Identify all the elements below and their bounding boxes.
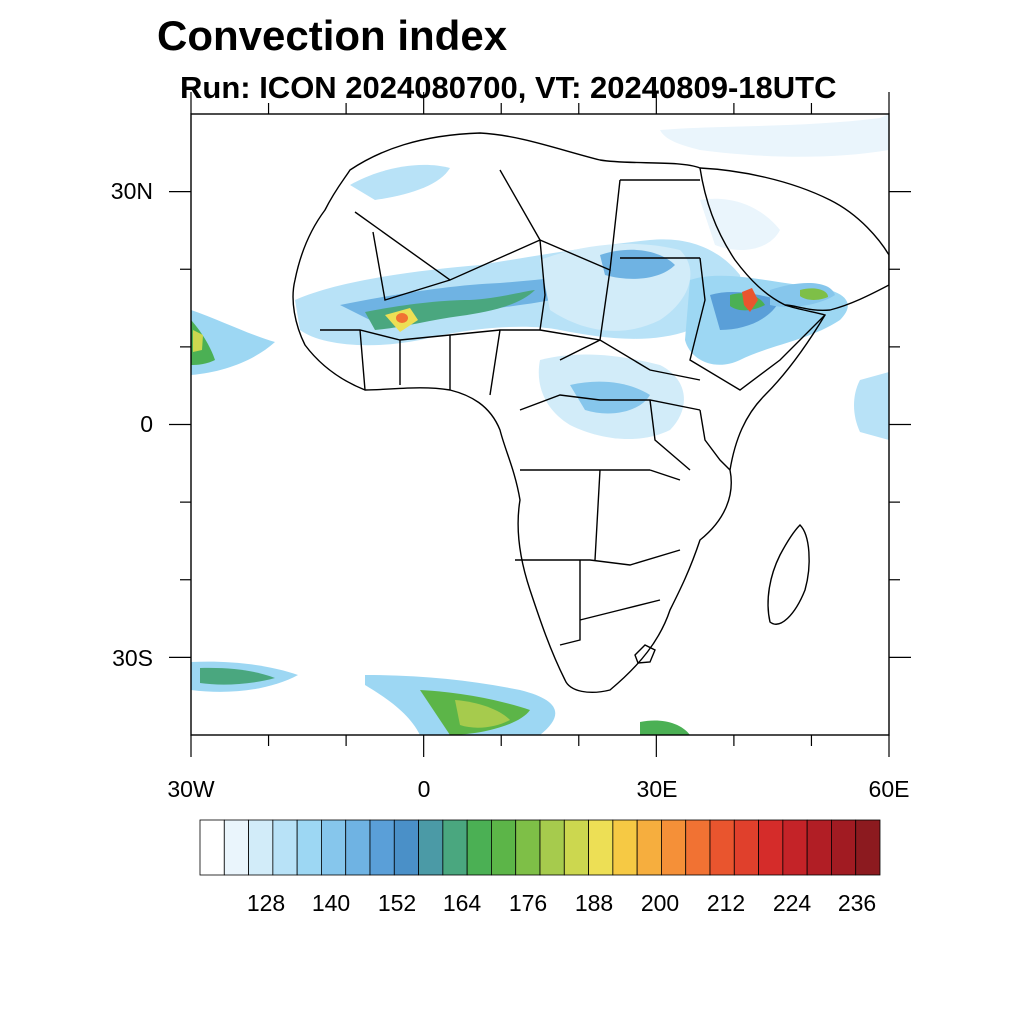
colorbar-label: 164 [443,890,482,916]
colorbar-swatch [199,819,225,876]
colorbar-swatch [321,819,347,876]
colorbar-swatch [223,819,249,876]
colorbar-label: 128 [247,890,285,916]
field-north-africa [350,164,450,200]
border-central-1 [539,329,701,381]
colorbar-swatch [466,819,492,876]
colorbar-swatch [369,819,395,876]
colorbar-swatch [539,819,565,876]
coastlines [292,132,889,693]
plot-frame [190,113,890,736]
colorbar-swatch [612,819,638,876]
colorbar-swatch [442,819,468,876]
border-southern-2 [559,560,661,646]
colorbar-swatch [636,819,662,876]
colorbar-label: 212 [707,890,745,916]
colorbar-label: 224 [773,890,812,916]
colorbar-swatch [709,819,735,876]
field-red-sea [700,198,780,250]
colorbar-swatch [418,819,444,876]
lat-label-30s: 30S [112,645,153,671]
field-indian-ocean [854,372,889,440]
colorbar-label: 176 [509,890,547,916]
axis-ticks [169,92,911,757]
field-south-atlantic-east-green [455,700,510,728]
border-sahara-3 [499,169,546,331]
lesotho-border [634,644,656,664]
field-mediterranean [660,114,889,157]
colorbar-swatch [782,819,808,876]
lat-label-eq: 0 [140,411,153,437]
lon-label-60e: 60E [869,776,910,802]
lat-labels: 30N 0 30S [111,178,153,671]
colorbar-swatch [393,819,419,876]
colorbar-swatch [758,819,784,876]
map-subtitle: Run: ICON 2024080700, VT: 20240809-18UTC [180,70,837,105]
colorbar [199,819,881,876]
lon-labels: 30W 0 30E 60E [167,776,909,802]
field-congo-core [570,381,650,414]
arabia-coastline [699,167,889,312]
field-sudan-core [600,249,675,279]
lon-label-30e: 30E [637,776,678,802]
colorbar-swatch [806,819,832,876]
colorbar-swatch [661,819,687,876]
border-sahara-2 [372,231,451,301]
lat-label-30n: 30N [111,178,153,204]
border-ethiopia [689,257,826,391]
colorbar-swatch [733,819,759,876]
field-atlantic-itcz-core [191,320,215,365]
colorbar-swatch [248,819,274,876]
madagascar-coastline [767,524,810,625]
border-west-2 [359,329,501,396]
field-mali-hot-center [396,313,408,323]
lon-label-30w: 30W [167,776,215,802]
lon-label-0: 0 [418,776,431,802]
border-central-2 [519,394,701,411]
colorbar-label: 236 [838,890,876,916]
field-ethiopia-core [710,292,780,330]
field-south-atlantic-west-core [200,667,275,685]
convection-field [191,114,889,735]
colorbar-labels: 128 140 152 164 176 188 200 212 224 236 [247,890,876,916]
colorbar-swatch [345,819,371,876]
colorbar-swatch [272,819,298,876]
colorbar-swatch [515,819,541,876]
colorbar-swatch [831,819,857,876]
border-west-1 [320,329,540,341]
field-atlantic-itcz-hot [193,330,203,352]
field-eritrea-hotspot [742,288,758,312]
colorbar-swatch [685,819,711,876]
border-congo [520,469,681,561]
field-yemen-green [800,288,828,300]
colorbar-label: 188 [575,890,613,916]
border-east-1 [649,399,731,471]
colorbar-swatch [491,819,517,876]
colorbar-swatch [563,819,589,876]
border-southern-1 [515,549,681,566]
colorbar-swatch [588,819,614,876]
colorbar-swatch [296,819,322,876]
colorbar-label: 200 [641,890,679,916]
colorbar-label: 152 [378,890,416,916]
colorbar-label: 140 [312,890,350,916]
colorbar-swatch [855,819,881,876]
field-south-indian [640,720,690,735]
map-title: Convection index [157,12,508,59]
